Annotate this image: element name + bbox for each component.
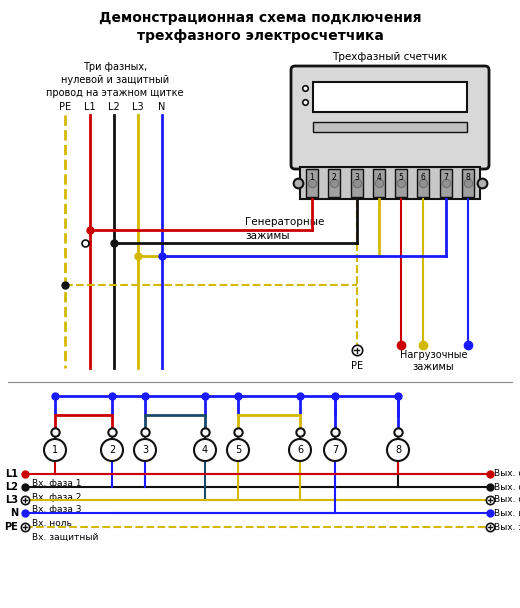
Text: 2: 2 xyxy=(332,173,336,182)
Circle shape xyxy=(44,439,66,461)
Bar xyxy=(395,169,407,197)
Text: Вх. фаза 2: Вх. фаза 2 xyxy=(32,492,81,502)
Text: Генераторные: Генераторные xyxy=(245,217,324,227)
Bar xyxy=(440,169,452,197)
Circle shape xyxy=(101,439,123,461)
Text: Три фазных,
нулевой и защитный
провод на этажном щитке: Три фазных, нулевой и защитный провод на… xyxy=(46,62,184,98)
Text: 5: 5 xyxy=(399,173,404,182)
Text: 4: 4 xyxy=(202,445,208,455)
Bar xyxy=(328,169,340,197)
Text: Вых. фаза 2: Вых. фаза 2 xyxy=(494,483,520,491)
Bar xyxy=(306,169,318,197)
Bar xyxy=(313,122,467,132)
Text: N: N xyxy=(158,102,166,112)
Text: PE: PE xyxy=(4,522,18,532)
Circle shape xyxy=(194,439,216,461)
Text: L1: L1 xyxy=(5,469,18,479)
Text: 7: 7 xyxy=(332,445,338,455)
Text: N: N xyxy=(10,508,18,518)
Circle shape xyxy=(134,439,156,461)
Text: L2: L2 xyxy=(5,482,18,492)
Text: PE: PE xyxy=(350,361,362,371)
Bar xyxy=(313,82,467,112)
Circle shape xyxy=(289,439,311,461)
Text: Демонстрационная схема подключения: Демонстрационная схема подключения xyxy=(99,11,421,25)
Text: 3: 3 xyxy=(354,173,359,182)
Bar xyxy=(462,169,474,197)
Text: Вых. защитный: Вых. защитный xyxy=(494,522,520,531)
Circle shape xyxy=(324,439,346,461)
Text: Вых. фаза 3: Вых. фаза 3 xyxy=(494,496,520,505)
Text: L3: L3 xyxy=(5,495,18,505)
Text: 1: 1 xyxy=(309,173,315,182)
Text: PE: PE xyxy=(59,102,71,112)
Text: 6: 6 xyxy=(297,445,303,455)
Text: 5: 5 xyxy=(235,445,241,455)
Text: L1: L1 xyxy=(84,102,96,112)
Text: Вх. фаза 1: Вх. фаза 1 xyxy=(32,480,82,488)
Text: Вх. ноль: Вх. ноль xyxy=(32,519,72,528)
Text: L3: L3 xyxy=(132,102,144,112)
Text: трехфазного электросчетчика: трехфазного электросчетчика xyxy=(137,29,383,43)
Text: 7: 7 xyxy=(443,173,448,182)
Text: 6: 6 xyxy=(421,173,426,182)
Text: Трехфазный счетчик: Трехфазный счетчик xyxy=(332,52,448,62)
Bar xyxy=(350,169,362,197)
Circle shape xyxy=(227,439,249,461)
Text: L2: L2 xyxy=(108,102,120,112)
Text: зажимы: зажимы xyxy=(245,231,290,241)
Text: 2: 2 xyxy=(109,445,115,455)
Text: 4: 4 xyxy=(376,173,381,182)
Text: 1: 1 xyxy=(52,445,58,455)
FancyBboxPatch shape xyxy=(291,66,489,169)
Text: Вх. фаза 3: Вх. фаза 3 xyxy=(32,505,82,514)
Text: 3: 3 xyxy=(142,445,148,455)
Bar xyxy=(373,169,385,197)
Text: Вых. фаза 1: Вых. фаза 1 xyxy=(494,469,520,478)
Text: Нагрузочные
зажимы: Нагрузочные зажимы xyxy=(400,350,467,371)
Text: Вых. ноль: Вых. ноль xyxy=(494,508,520,517)
Bar xyxy=(418,169,430,197)
Bar xyxy=(300,167,480,199)
Text: 8: 8 xyxy=(395,445,401,455)
Circle shape xyxy=(387,439,409,461)
Text: 8: 8 xyxy=(465,173,471,182)
Text: Вх. защитный: Вх. защитный xyxy=(32,533,98,542)
